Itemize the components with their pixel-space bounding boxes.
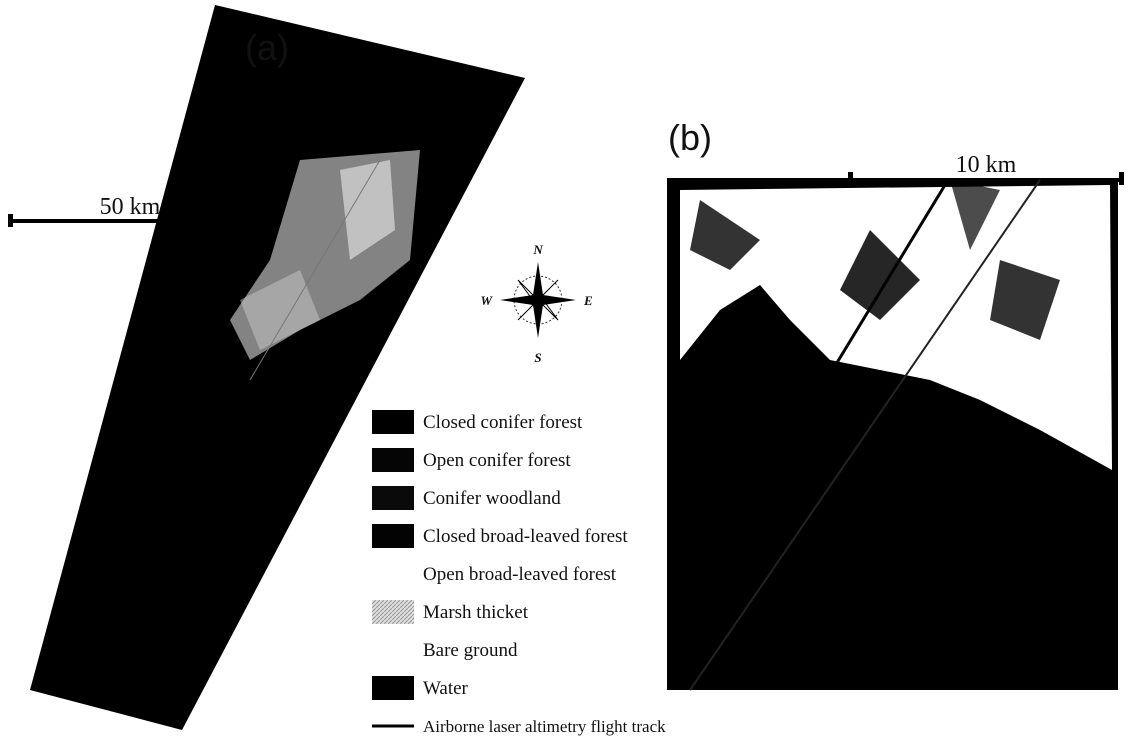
legend-label: Bare ground (423, 640, 518, 661)
legend-label: Closed conifer forest (423, 412, 583, 433)
compass-s: S (534, 350, 541, 365)
legend-label: Open conifer forest (423, 450, 571, 471)
legend-swatch (372, 448, 414, 472)
legend: Closed conifer forest Open conifer forest… (372, 410, 666, 736)
legend-swatch (372, 638, 414, 662)
scale-label: 10 km (956, 152, 1017, 178)
map-b (667, 178, 1118, 690)
scale-label: 50 km (100, 194, 161, 220)
legend-swatch (372, 486, 414, 510)
figure: (a) 50 km N S E W (b) 10 km Closed conif… (0, 0, 1136, 740)
compass-n: N (532, 242, 543, 257)
legend-swatch (372, 562, 414, 586)
page: (a) 50 km N S E W (b) 10 km Closed conif… (0, 0, 1136, 740)
legend-swatch (372, 524, 414, 548)
legend-label: Open broad-leaved forest (423, 564, 617, 585)
legend-swatch (372, 600, 414, 624)
legend-swatch (372, 410, 414, 434)
legend-label: Marsh thicket (423, 602, 529, 623)
panel-label: (b) (668, 117, 712, 158)
panel-label: (a) (245, 27, 289, 68)
compass-w: W (480, 293, 493, 308)
legend-swatch (372, 676, 414, 700)
compass: N S E W (480, 242, 593, 365)
compass-e: E (583, 293, 593, 308)
legend-label: Airborne laser altimetry flight track (423, 717, 666, 736)
legend-label: Closed broad-leaved forest (423, 526, 628, 547)
legend-label: Water (423, 678, 469, 699)
legend-label: Conifer woodland (423, 488, 561, 509)
